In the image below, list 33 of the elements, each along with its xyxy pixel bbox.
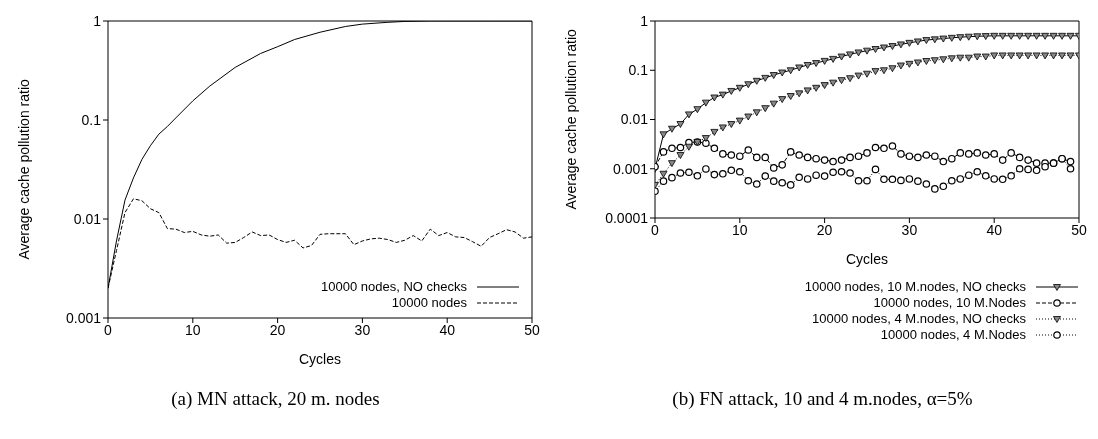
y-axis-title: Average cache pollution ratio [562,28,579,210]
legend-label: 10000 nodes, NO checks [321,279,467,295]
text: (b) FN attack, 10 and 4 m.nodes, α=5% [671,388,974,410]
y-axis-title: Average cache pollution ratio [15,78,32,260]
y-tick-label: 0.001 [65,309,102,326]
y-tick-label: 1 [93,12,102,29]
y-tick-label: 0.1 [628,62,649,79]
x-tick-label: 40 [439,321,456,338]
x-tick-label: 30 [901,221,918,238]
text: (a) MN attack, 20 m. nodes [170,388,381,410]
legend-label: 10000 nodes [391,295,467,311]
x-tick-label: 50 [524,321,540,338]
x-axis-title: Cycles [298,351,342,367]
x-axis-title: Cycles [845,251,889,267]
x-tick-label: 0 [651,221,660,238]
legend-label: 10000 nodes, 4 M.nodes, NO checks [812,311,1026,327]
y-tick-label: 0.01 [620,111,649,128]
y-tick-label: 0.0001 [605,209,649,226]
x-tick-label: 20 [816,221,833,238]
x-tick-label: 10 [732,221,748,238]
x-tick-label: 0 [104,321,113,338]
y-tick-label: 1 [640,12,649,29]
legend-label: 10000 nodes, 10 M.nodes, NO checks [804,279,1026,295]
legend-label: 10000 nodes, 10 M.Nodes [873,295,1026,311]
x-tick-label: 50 [1071,221,1087,238]
x-tick-label: 40 [986,221,1003,238]
y-tick-label: 0.1 [81,111,102,128]
y-tick-label: 0.001 [612,160,649,177]
x-tick-label: 30 [354,321,371,338]
legend-label: 10000 nodes, 4 M.Nodes [880,327,1026,343]
x-tick-label: 10 [185,321,201,338]
x-tick-label: 20 [269,321,286,338]
y-tick-label: 0.01 [73,210,102,227]
